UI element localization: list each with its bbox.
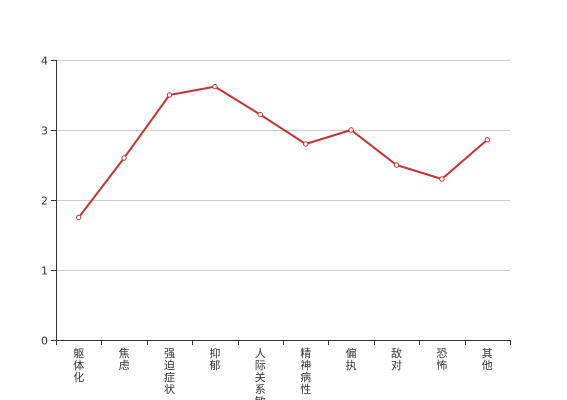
x-category-label: 抑郁	[209, 346, 220, 372]
x-category-label: 敌对	[391, 346, 402, 372]
data-point[interactable]	[166, 92, 173, 98]
y-tick-label: 0	[41, 335, 48, 348]
data-point[interactable]	[393, 162, 400, 168]
y-tick-label: 1	[41, 265, 48, 278]
data-point[interactable]	[484, 137, 490, 143]
y-tick-label: 4	[41, 55, 48, 68]
y-tick-label: 2	[41, 195, 48, 208]
series-line	[77, 85, 488, 219]
y-axis: 0 1 2 3 4	[41, 55, 57, 348]
data-point[interactable]	[212, 83, 218, 90]
x-category-label: 偏执	[346, 346, 357, 372]
data-point[interactable]	[76, 214, 82, 221]
x-axis: 躯体化 焦虑 强迫症状 抑郁 人际关系敏感 精神病性 偏执 敌对 恐怖 其他	[56, 340, 511, 400]
grid-lines	[56, 60, 510, 271]
series-layer	[76, 83, 490, 221]
x-category-label: 恐怖	[436, 347, 447, 372]
x-category-label: 其他	[482, 347, 493, 372]
x-category-label: 精神病性	[300, 347, 311, 396]
data-point[interactable]	[439, 176, 445, 182]
y-tick-label: 3	[41, 125, 48, 138]
data-point[interactable]	[348, 127, 354, 133]
x-category-label: 焦虑	[119, 347, 130, 372]
x-category-label: 人际关系敏感	[255, 347, 266, 400]
x-category-label: 强迫症状	[164, 347, 175, 396]
data-point[interactable]	[303, 141, 309, 147]
x-category-label: 躯体化	[73, 347, 84, 384]
data-point[interactable]	[121, 155, 127, 161]
data-point[interactable]	[257, 111, 263, 118]
